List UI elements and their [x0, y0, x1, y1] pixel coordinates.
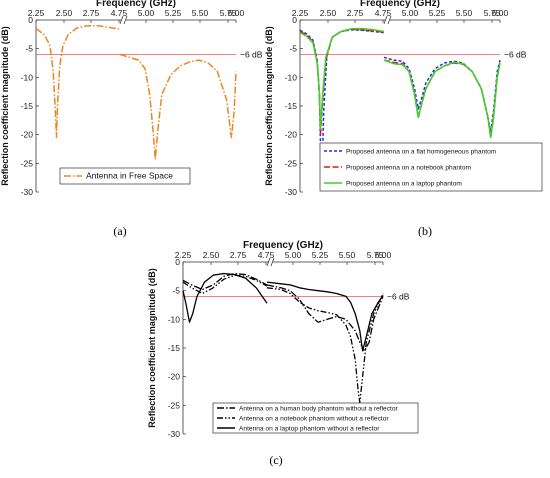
y-tick-label: -15	[285, 101, 298, 111]
legend-box	[212, 402, 419, 434]
series-line	[383, 59, 501, 139]
x-tick-label: 2.75	[347, 8, 364, 18]
axis-break-mark	[270, 257, 275, 267]
legend: Antenna on a human body phantom without …	[212, 402, 419, 434]
y-tick-label: -20	[168, 372, 181, 382]
y-axis-label: Reflection coefficient magnitude (dB)	[264, 26, 274, 186]
x-tick-label: 6.00	[375, 250, 392, 260]
x-tick-label: 2.25	[28, 8, 45, 18]
x-tick-label: 2.25	[292, 8, 309, 18]
series-line	[299, 27, 385, 130]
y-tick-label: -5	[172, 286, 180, 296]
y-tick-label: 0	[28, 15, 33, 25]
y-tick-label: -20	[285, 130, 298, 140]
series-line	[383, 56, 501, 133]
x-tick-label: 5.25	[429, 8, 446, 18]
axis-break-mark	[123, 15, 128, 25]
x-tick-label: 5.00	[138, 8, 155, 18]
series-line	[182, 272, 268, 323]
x-tick-label: 2.75	[230, 250, 247, 260]
series-line	[119, 53, 237, 161]
y-tick-label: -15	[21, 101, 34, 111]
legend-entry: Proposed antenna on a flat homogeneous p…	[346, 149, 497, 156]
x-tick-label: 5.00	[402, 8, 419, 18]
y-tick-label: -10	[285, 72, 298, 82]
series-line	[182, 272, 268, 291]
x-tick-label: 5.75	[220, 8, 237, 18]
x-tick-label: 6.00	[492, 8, 509, 18]
legend-entry: Antenna on a laptop phantom without a re…	[239, 426, 380, 433]
chart-a: 0 -5 -10 -15 -20 -25 -30 2.25 2.50 2.75 4.75 5.00 5.…	[0, 0, 263, 238]
series-line	[266, 281, 384, 352]
legend-entry: Proposed antenna on a notebook phantom	[346, 165, 472, 172]
threshold-label: −6 dB	[387, 291, 410, 301]
y-tick-label: 0	[175, 257, 180, 267]
x-tick-label: 5.75	[484, 8, 501, 18]
y-tick-label: -25	[21, 158, 34, 168]
y-tick-label: -5	[289, 44, 297, 54]
x-tick-label: 5.75	[367, 250, 384, 260]
series-line	[266, 284, 384, 352]
x-tick-label: 5.50	[192, 8, 209, 18]
y-tick-label: -25	[285, 158, 298, 168]
y-tick-label: -10	[168, 314, 181, 324]
y-tick-label: -30	[21, 187, 34, 197]
panel-caption: (b)	[418, 224, 432, 238]
threshold-label: −6 dB	[504, 49, 527, 59]
x-tick-label: 6.00	[228, 8, 245, 18]
series-line	[35, 24, 121, 139]
panel-caption: (a)	[113, 224, 126, 238]
legend-entry: Antenna on a human body phantom without …	[239, 406, 399, 413]
axis-break-mark	[387, 15, 392, 25]
y-tick-label: -30	[285, 187, 298, 197]
x-tick-label: 5.50	[456, 8, 473, 18]
x-tick-label: 2.50	[203, 250, 220, 260]
legend-box	[319, 142, 543, 192]
x-tick-label: 2.25	[175, 250, 192, 260]
legend: Proposed antenna on a flat homogeneous p…	[319, 142, 543, 192]
threshold-label: −6 dB	[240, 49, 263, 59]
chart-b: 0 -5 -10 -15 -20 -25 -30 2.25 2.50 2.75 4.75 5.00 5.…	[264, 0, 543, 238]
x-tick-label: 4.75	[258, 250, 275, 260]
y-tick-label: -15	[168, 343, 181, 353]
y-tick-label: -5	[25, 44, 33, 54]
axis-break-mark	[383, 15, 388, 25]
x-tick-label: 2.50	[320, 8, 337, 18]
y-tick-label: -30	[168, 429, 181, 439]
panel-caption: (c)	[269, 453, 282, 467]
series-line	[266, 287, 384, 404]
x-tick-label: 4.75	[375, 8, 392, 18]
legend-box	[59, 167, 191, 185]
axis-break-mark	[266, 257, 271, 267]
x-tick-label: 2.50	[56, 8, 73, 18]
series-line	[182, 274, 268, 295]
x-tick-label: 5.50	[339, 250, 356, 260]
y-tick-label: -25	[168, 400, 181, 410]
y-axis-label: Reflection coefficient magnitude (dB)	[147, 268, 157, 428]
series-line	[299, 28, 385, 193]
x-tick-label: 2.75	[83, 8, 100, 18]
series-line	[383, 59, 501, 139]
x-tick-label: 4.75	[111, 8, 128, 18]
x-axis-label: Frequency (GHz)	[243, 240, 323, 251]
axis-break-mark	[119, 15, 124, 25]
x-tick-label: 5.25	[312, 250, 329, 260]
y-tick-label: 0	[292, 15, 297, 25]
legend: Antenna in Free Space	[59, 167, 191, 185]
legend-entry: Proposed antenna on a laptop phantom	[346, 181, 462, 188]
x-axis-label: Frequency (GHz)	[360, 0, 440, 9]
y-tick-label: -10	[21, 72, 34, 82]
x-axis-label: Frequency (GHz)	[96, 0, 176, 9]
x-tick-label: 5.00	[285, 250, 302, 260]
y-tick-label: -20	[21, 130, 34, 140]
legend-entry: Antenna in Free Space	[86, 171, 173, 181]
chart-c: 0 -5 -10 -15 -20 -25 -30 2.25 2.50 2.75 4.75 5.00 5.…	[147, 240, 419, 467]
x-tick-label: 5.25	[165, 8, 182, 18]
y-axis-label: Reflection coefficient magnitude (dB)	[0, 26, 10, 186]
legend-entry: Antenna on a notebook phantom without a …	[239, 416, 389, 423]
